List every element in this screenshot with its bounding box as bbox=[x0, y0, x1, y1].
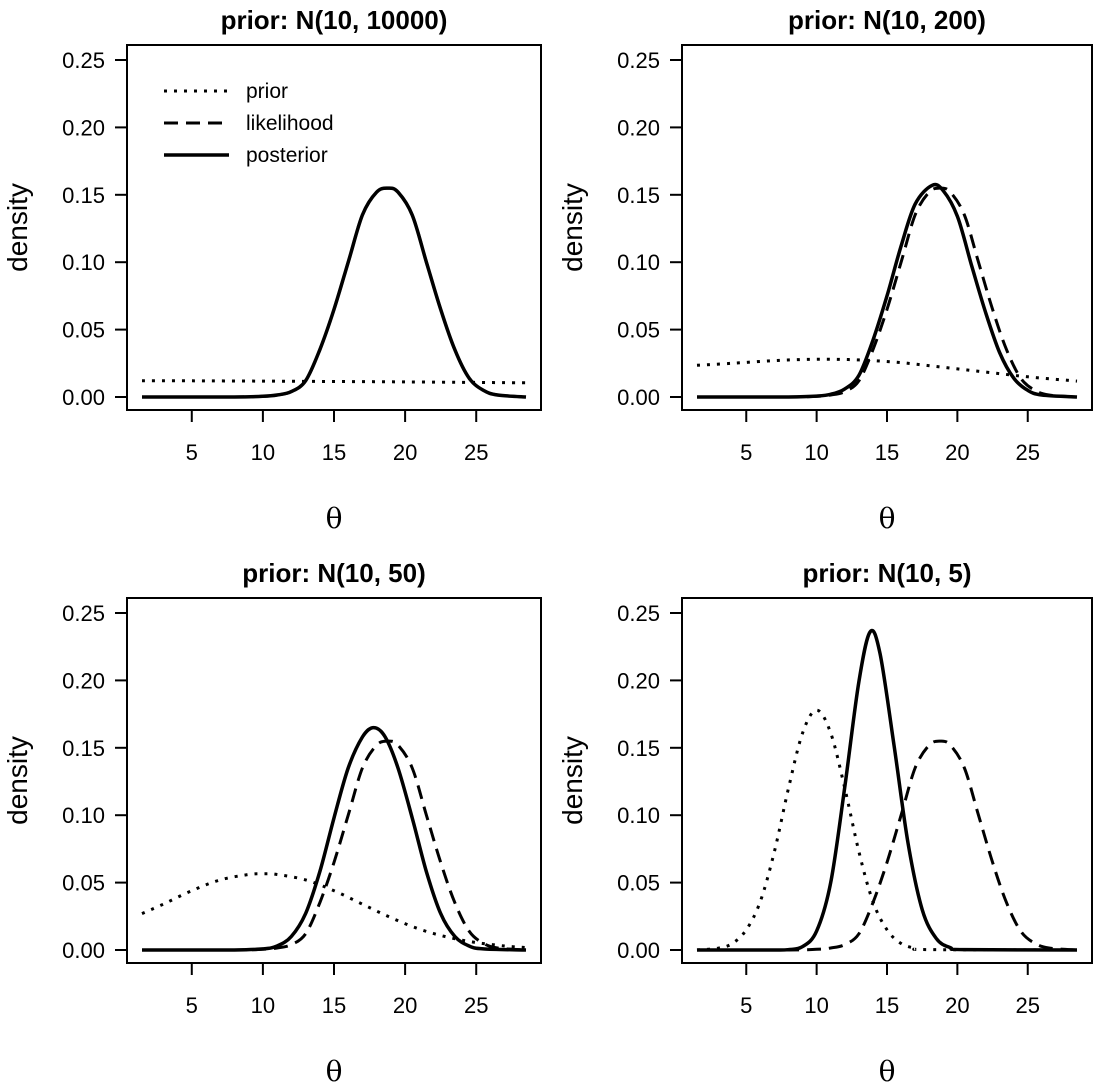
panel-4: prior: N(10, 5) 0.00 0.05 0.10 0.15 0.20 0.25 5… bbox=[557, 558, 1093, 1086]
series-posterior bbox=[142, 186, 527, 399]
x-tick-label: 15 bbox=[875, 440, 899, 465]
plot-frame bbox=[681, 44, 1093, 411]
x-tick-label: 5 bbox=[740, 440, 752, 465]
y-tick-label: 0.05 bbox=[62, 318, 105, 343]
x-tick-label: 25 bbox=[464, 993, 488, 1018]
y-tick-label: 0.10 bbox=[617, 803, 660, 828]
plot-frame bbox=[681, 597, 1093, 964]
legend-label-posterior: posterior bbox=[246, 144, 328, 167]
y-tick-label: 0.00 bbox=[62, 938, 105, 963]
series-likelihood bbox=[142, 186, 527, 399]
x-axis-label: θ bbox=[879, 1055, 896, 1086]
panel-2: prior: N(10, 200) 0.00 0.05 0.10 0.15 0.20 0.2… bbox=[557, 5, 1093, 535]
y-tick-label: 0.25 bbox=[617, 48, 660, 73]
x-tick-label: 10 bbox=[251, 993, 275, 1018]
y-tick-label: 0.00 bbox=[617, 385, 660, 410]
y-tick-label: 0.20 bbox=[617, 668, 660, 693]
series-likelihood bbox=[141, 739, 527, 952]
y-axis-label: density bbox=[2, 183, 33, 272]
x-tick-label: 25 bbox=[464, 440, 488, 465]
y-axis-label: density bbox=[557, 183, 588, 272]
x-tick-label: 5 bbox=[740, 993, 752, 1018]
plot-frame bbox=[126, 44, 542, 411]
chart-title: prior: N(10, 50) bbox=[242, 558, 426, 588]
x-tick-label: 10 bbox=[251, 440, 275, 465]
x-axis-label: θ bbox=[326, 502, 343, 535]
plot-frame bbox=[126, 597, 542, 964]
y-tick-label: 0.20 bbox=[62, 668, 105, 693]
x-tick-label: 20 bbox=[393, 993, 417, 1018]
x-axis-label: θ bbox=[879, 502, 896, 535]
series-prior bbox=[141, 872, 527, 950]
x-axis-label: θ bbox=[326, 1055, 343, 1086]
y-tick-label: 0.10 bbox=[62, 250, 105, 275]
chart-title: prior: N(10, 200) bbox=[788, 5, 986, 35]
y-tick-label: 0.15 bbox=[617, 736, 660, 761]
chart-title: prior: N(10, 10000) bbox=[221, 5, 448, 35]
x-tick-label: 15 bbox=[875, 993, 899, 1018]
y-tick-label: 0.15 bbox=[617, 183, 660, 208]
y-axis-label: density bbox=[557, 736, 588, 825]
series-prior bbox=[696, 708, 1078, 952]
series-likelihood bbox=[697, 186, 1078, 399]
y-axis-label: density bbox=[2, 736, 33, 825]
y-tick-label: 0.05 bbox=[62, 871, 105, 896]
series-prior bbox=[696, 357, 1078, 383]
y-tick-label: 0.05 bbox=[617, 871, 660, 896]
y-tick-label: 0.10 bbox=[62, 803, 105, 828]
series-likelihood bbox=[696, 739, 1078, 952]
legend: prior likelihood posterior bbox=[164, 80, 334, 167]
series-posterior bbox=[141, 725, 527, 952]
x-tick-label: 15 bbox=[322, 993, 346, 1018]
panel-1: prior: N(10, 10000) 0.00 0.05 0.10 0.15 0.20 0… bbox=[2, 5, 542, 535]
y-tick-label: 0.20 bbox=[617, 115, 660, 140]
y-tick-label: 0.15 bbox=[62, 183, 105, 208]
x-tick-label: 20 bbox=[945, 993, 969, 1018]
x-tick-label: 20 bbox=[945, 440, 969, 465]
series-posterior bbox=[697, 182, 1078, 399]
y-tick-label: 0.00 bbox=[617, 938, 660, 963]
series-prior bbox=[142, 379, 527, 385]
x-tick-label: 20 bbox=[393, 440, 417, 465]
legend-label-prior: prior bbox=[246, 80, 288, 103]
x-tick-label: 10 bbox=[804, 993, 828, 1018]
y-tick-label: 0.25 bbox=[62, 601, 105, 626]
series-posterior bbox=[696, 628, 1078, 952]
y-tick-label: 0.25 bbox=[617, 601, 660, 626]
y-tick-label: 0.10 bbox=[617, 250, 660, 275]
y-tick-label: 0.25 bbox=[62, 48, 105, 73]
y-tick-label: 0.00 bbox=[62, 385, 105, 410]
chart-title: prior: N(10, 5) bbox=[802, 558, 971, 588]
x-tick-label: 5 bbox=[186, 440, 198, 465]
y-tick-label: 0.05 bbox=[617, 318, 660, 343]
y-tick-label: 0.20 bbox=[62, 115, 105, 140]
x-tick-label: 25 bbox=[1015, 440, 1039, 465]
x-tick-label: 10 bbox=[804, 440, 828, 465]
legend-label-likelihood: likelihood bbox=[246, 112, 334, 135]
panel-3: prior: N(10, 50) 0.00 0.05 0.10 0.15 0.20 0.25… bbox=[2, 558, 542, 1086]
x-tick-label: 15 bbox=[322, 440, 346, 465]
y-tick-label: 0.15 bbox=[62, 736, 105, 761]
x-tick-label: 25 bbox=[1015, 993, 1039, 1018]
x-tick-label: 5 bbox=[186, 993, 198, 1018]
